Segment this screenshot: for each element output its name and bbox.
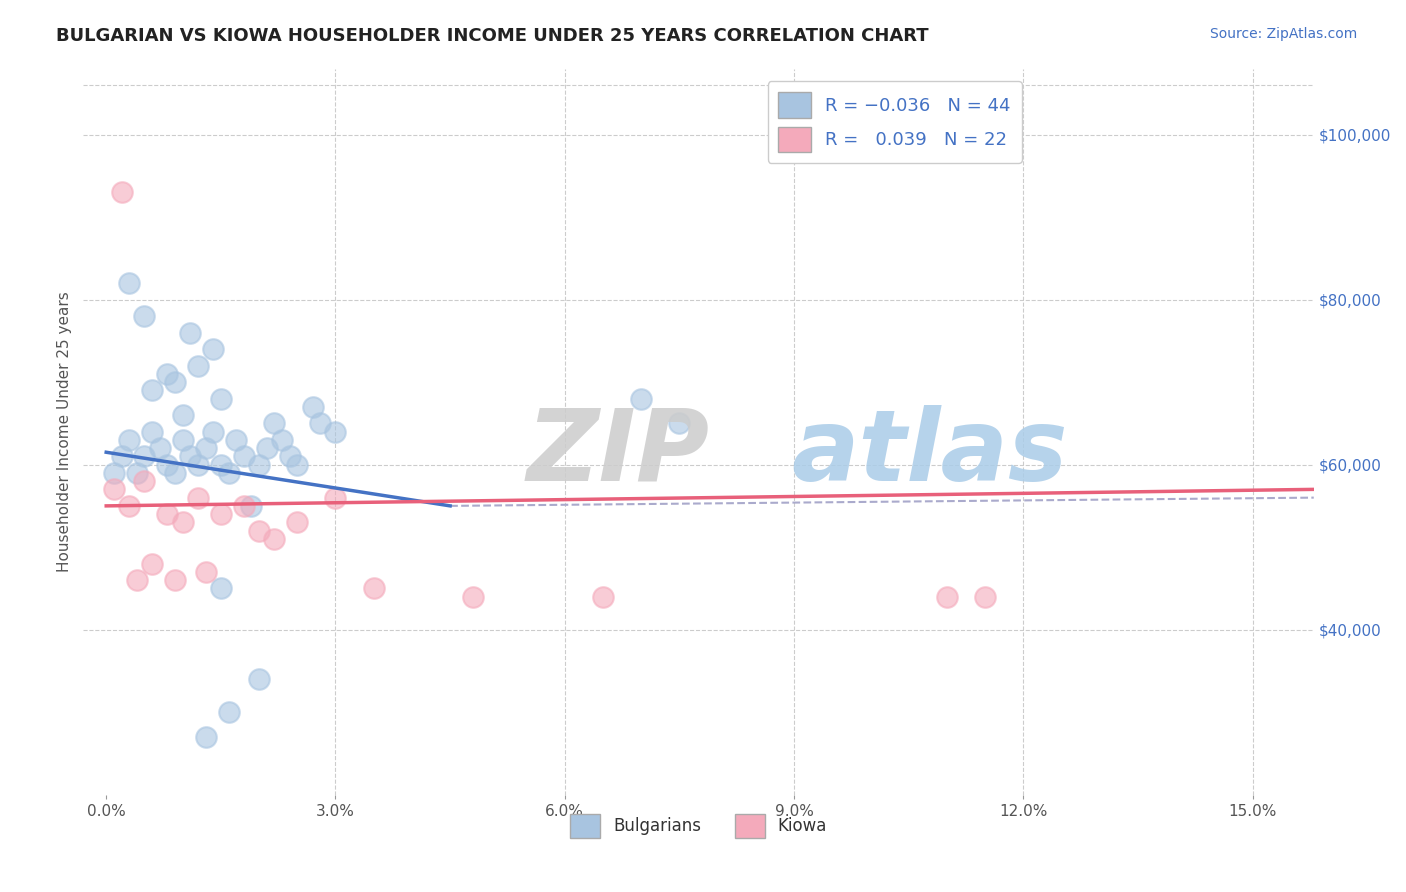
Point [309,417,332,431]
Y-axis label: Householder Income Under 25 years: Householder Income Under 25 years [58,292,72,572]
Point [187,491,209,505]
Point [240,499,263,513]
Point [271,433,294,447]
Point [247,458,270,472]
Point [218,466,240,480]
Point [194,441,217,455]
Point [278,450,301,464]
Point [110,450,132,464]
Point [935,590,957,604]
Text: Source: ZipAtlas.com: Source: ZipAtlas.com [1209,27,1357,41]
Point [149,441,172,455]
Point [592,590,614,604]
Point [225,433,247,447]
Point [668,417,690,431]
Point [974,590,997,604]
Point [156,507,179,521]
Point [194,565,217,579]
Point [141,425,163,439]
Point [209,458,232,472]
Point [209,582,232,596]
Point [202,425,225,439]
Point [263,417,285,431]
Point [232,499,254,513]
Point [263,532,285,546]
Point [118,499,141,513]
Text: atlas: atlas [790,405,1067,502]
Point [232,450,254,464]
Point [179,326,201,340]
Point [363,582,385,596]
Legend: Bulgarians, Kiowa: Bulgarians, Kiowa [564,807,834,845]
Point [202,342,225,356]
Point [172,408,194,422]
Point [172,433,194,447]
Point [187,458,209,472]
Text: BULGARIAN VS KIOWA HOUSEHOLDER INCOME UNDER 25 YEARS CORRELATION CHART: BULGARIAN VS KIOWA HOUSEHOLDER INCOME UN… [56,27,929,45]
Point [141,557,163,571]
Point [301,400,323,414]
Point [134,474,156,488]
Point [285,516,308,530]
Point [187,359,209,373]
Point [134,309,156,323]
Point [209,392,232,406]
Point [156,367,179,381]
Point [163,573,186,587]
Point [256,441,278,455]
Point [247,672,270,686]
Point [118,276,141,290]
Point [630,392,652,406]
Point [125,466,148,480]
Point [461,590,484,604]
Point [209,507,232,521]
Point [141,384,163,398]
Point [110,186,132,200]
Point [194,730,217,744]
Point [156,458,179,472]
Text: ZIP: ZIP [526,405,709,502]
Point [103,466,125,480]
Point [325,425,347,439]
Point [118,433,141,447]
Point [163,375,186,389]
Point [179,450,201,464]
Point [134,450,156,464]
Point [125,573,148,587]
Point [325,491,347,505]
Point [285,458,308,472]
Point [163,466,186,480]
Point [247,524,270,538]
Point [218,705,240,719]
Point [172,516,194,530]
Point [103,483,125,497]
